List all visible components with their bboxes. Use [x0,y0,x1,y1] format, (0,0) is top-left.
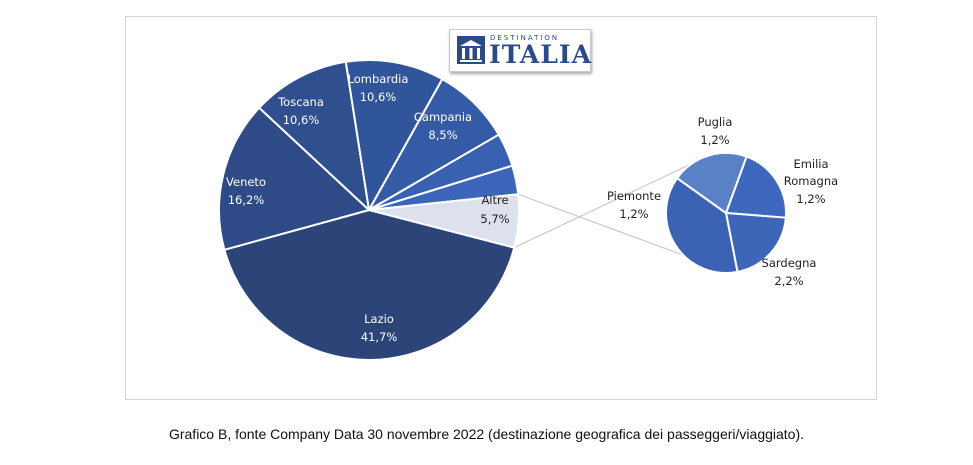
main-pie: Lazio 41,7%Veneto 16,2%Toscana 10,6%Lombard… [218,59,546,361]
pie-slice-sardegna [665,177,739,274]
slice-value-puglia: 1,2% [700,133,729,147]
temple-emblem-icon [457,36,485,64]
slice-label-sicilia: Sicilia 3,1% [512,141,545,173]
connector-line-upper [513,154,710,249]
slice-name-veneto: Veneto [226,175,266,189]
slice-name-puglia: Puglia [698,115,733,129]
slice-name-emilia-romagna: Romagna [784,174,838,188]
logo-main-text: ITALIA [489,40,592,69]
slice-label-emilia-romagna: Emilia Romagna 1,2% [784,157,838,206]
pie-slice-lombardia [344,59,444,211]
pie-slice-toscana [258,60,370,211]
slice-value-sardegna: 2,2% [774,274,803,288]
slice-value-liguria: 3,6% [501,123,530,137]
slice-label-piemonte: Piemonte 1,2% [607,189,661,221]
slice-label-sardegna: Sardegna 2,2% [762,256,817,288]
slice-label-toscana: Toscana 10,6% [277,95,324,127]
pie-of-pie-chart: Lazio 41,7%Veneto 16,2%Toscana 10,6%Lombard… [218,59,838,361]
slice-name-emilia-romagna: Emilia [793,157,828,171]
slice-value-veneto: 16,2% [228,193,265,207]
slice-name-campania: Campania [414,110,472,124]
slice-name-sicilia: Sicilia [512,141,545,155]
secondary-pie: Puglia 1,2% Emilia Romagna 1,2% Sardegna 2,2% P… [607,115,838,288]
slice-value-lazio: 41,7% [361,330,398,344]
chart-caption: Grafico B, fonte Company Data 30 novembr… [168,426,805,442]
slice-value-sicilia: 3,1% [514,159,543,173]
pie-slice-veneto [218,106,370,251]
slice-name-piemonte: Piemonte [607,189,661,203]
pie-slice-altre [368,193,520,249]
slice-value-lombardia: 10,6% [360,90,397,104]
pie-slice-piemonte [676,152,748,214]
slice-label-veneto: Veneto 16,2% [226,175,266,207]
slice-label-lazio: Lazio 41,7% [361,312,398,344]
pie-slice-emilia-romagna [725,212,787,273]
slice-label-campania: Campania 8,5% [414,110,472,142]
slice-name-toscana: Toscana [277,95,324,109]
destination-italia-logo: DESTINATION ITALIA [449,29,591,72]
slice-label-altre: Altre 5,7% [480,193,509,226]
logo-top-text: DESTINATION [490,34,560,42]
slice-name-altre: Altre [481,193,508,207]
slice-value-emilia-romagna: 1,2% [796,192,825,206]
chart-frame: Lazio 41,7% Veneto 16,2% Toscana 10,6% Lombard… [125,16,877,400]
slice-value-altre: 5,7% [480,212,509,226]
slice-value-toscana: 10,6% [283,113,320,127]
slice-name-sardegna: Sardegna [762,256,817,270]
slice-label-liguria: Liguria 3,6% [496,105,535,137]
slice-value-piemonte: 1,2% [619,207,648,221]
slice-label-lombardia: Lombardia 10,6% [348,72,409,104]
slice-label-puglia: Puglia 1,2% [698,115,733,147]
slice-name-liguria: Liguria [496,105,535,119]
slice-value-campania: 8,5% [428,128,457,142]
slice-name-lombardia: Lombardia [348,72,409,86]
pie-slice-lazio [223,209,516,361]
slice-name-lazio: Lazio [364,312,394,326]
